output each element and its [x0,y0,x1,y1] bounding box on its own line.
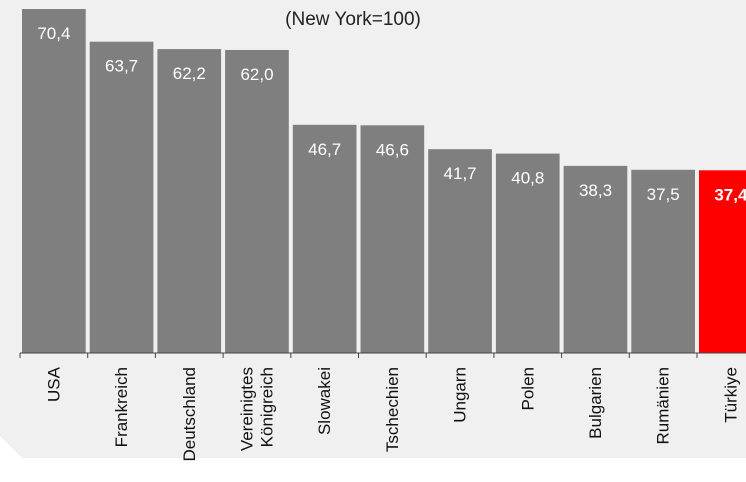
bar [360,125,425,353]
bar [292,124,357,353]
x-tick-label: Rumänien [654,367,673,445]
bar-value-label: 40,8 [511,169,544,188]
bar-value-label: 70,4 [37,24,70,43]
chart-subtitle: (New York=100) [285,9,421,30]
x-tick-label: Polen [518,367,537,410]
x-tick-label: Bulgarien [586,367,605,439]
bar-value-label: 46,7 [308,140,341,159]
x-tick-label: Slowakei [315,367,334,435]
x-tick-label: Ungarn [451,367,470,423]
x-tick-label: Vereinigtes [238,367,257,451]
bar-value-label: 62,0 [240,65,273,84]
bar [157,49,222,353]
bar [495,153,560,353]
bar [89,41,154,353]
x-tick-label: Türkiye [721,367,740,423]
x-tick-label: Königreich [258,367,277,447]
bar [22,9,86,353]
bar-value-label: 38,3 [579,181,612,200]
x-tick-label: Frankreich [112,367,131,447]
bar [563,165,628,353]
x-tick-label: Tschechien [383,367,402,452]
bar-value-label: 62,2 [173,64,206,83]
bar [428,149,492,353]
bar-value-label: 41,7 [444,164,477,183]
x-tick-label: USA [44,366,63,402]
bar-value-label: 46,6 [376,140,409,159]
bar-value-label: 63,7 [105,57,138,76]
x-tick-label: Deutschland [180,367,199,462]
bar-value-label: 37,5 [647,185,680,204]
bar-value-label: 37,4 [714,185,746,204]
bar [225,50,289,353]
bar [631,169,695,353]
bar [699,170,746,353]
